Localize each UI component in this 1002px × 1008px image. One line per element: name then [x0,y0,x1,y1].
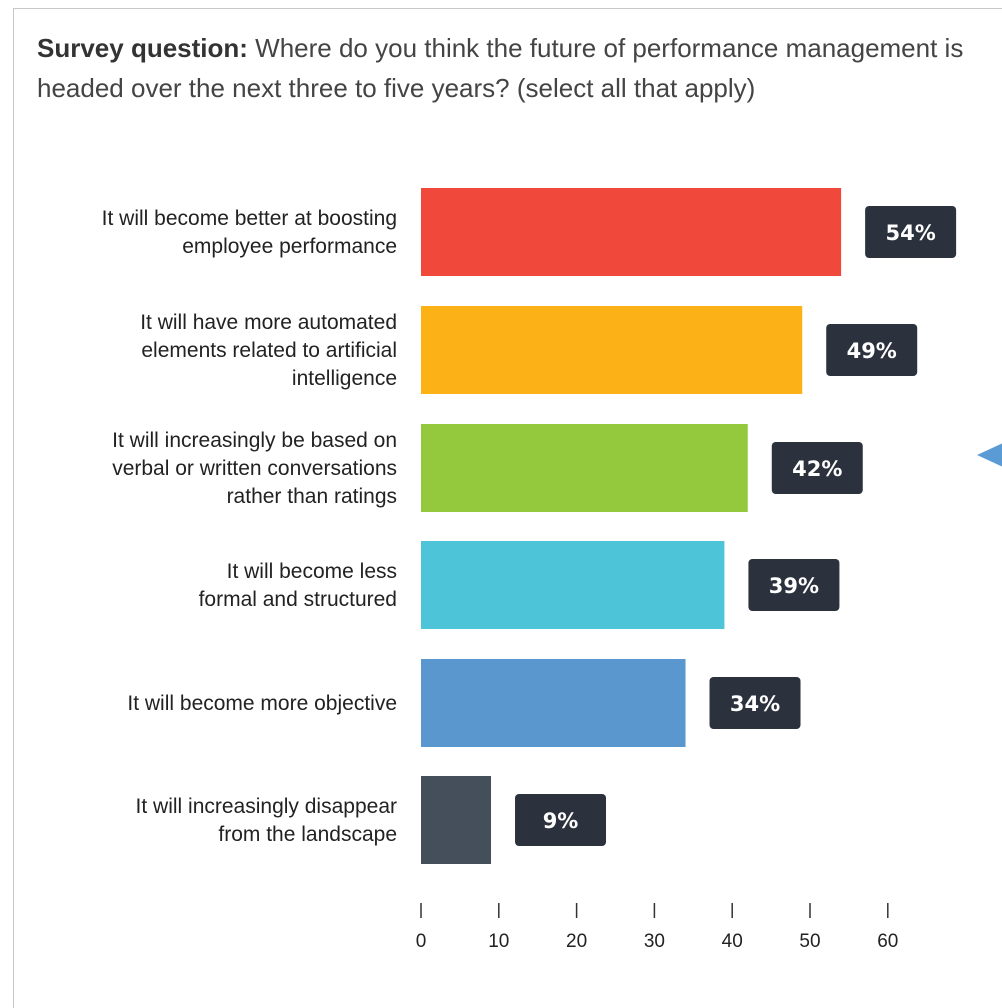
bar [421,776,492,864]
bar [421,541,725,629]
x-tick-label: 50 [799,931,820,952]
value-label: 42% [792,457,842,481]
category-label: formal and structured [199,588,397,611]
x-tick-label: 20 [566,931,587,952]
category-label: elements related to artificial [141,339,397,362]
x-tick-label: 60 [877,931,898,952]
value-label-box [771,442,863,494]
category-label: intelligence [292,367,397,390]
value-label: 54% [885,221,935,245]
value-label-box [515,794,607,846]
value-label: 49% [847,339,897,363]
question-text: Where do you think the future of perform… [37,33,964,103]
category-label: rather than ratings [227,485,397,508]
category-label: verbal or written conversations [112,457,397,480]
bar [421,424,748,512]
category-label: employee performance [182,235,397,258]
category-label: It will become less [227,560,397,583]
value-label-box [826,324,918,376]
value-label-box [748,559,840,611]
x-tick-label: 10 [488,931,509,952]
category-label: It will become better at boosting [102,207,397,230]
value-label: 39% [769,574,819,598]
survey-question: Survey question: Where do you think the … [37,28,987,108]
category-label: It will have more automated [140,311,397,334]
bar [421,659,686,747]
value-label-box [865,206,957,258]
value-label: 9% [543,809,579,833]
category-label: It will increasingly disappear [136,795,397,818]
category-label: from the landscape [218,823,397,846]
x-tick-label: 0 [416,931,427,952]
question-label: Survey question: [37,33,248,63]
category-label: It will become more objective [127,692,397,715]
chart-frame [13,8,1002,1008]
bar [421,188,842,276]
value-label: 34% [730,692,780,716]
category-label: It will increasingly be based on [112,429,397,452]
bar [421,306,803,394]
pointer-arrow-icon [977,443,1002,467]
value-label-box [709,677,801,729]
x-tick-label: 40 [722,931,743,952]
x-tick-label: 30 [644,931,665,952]
